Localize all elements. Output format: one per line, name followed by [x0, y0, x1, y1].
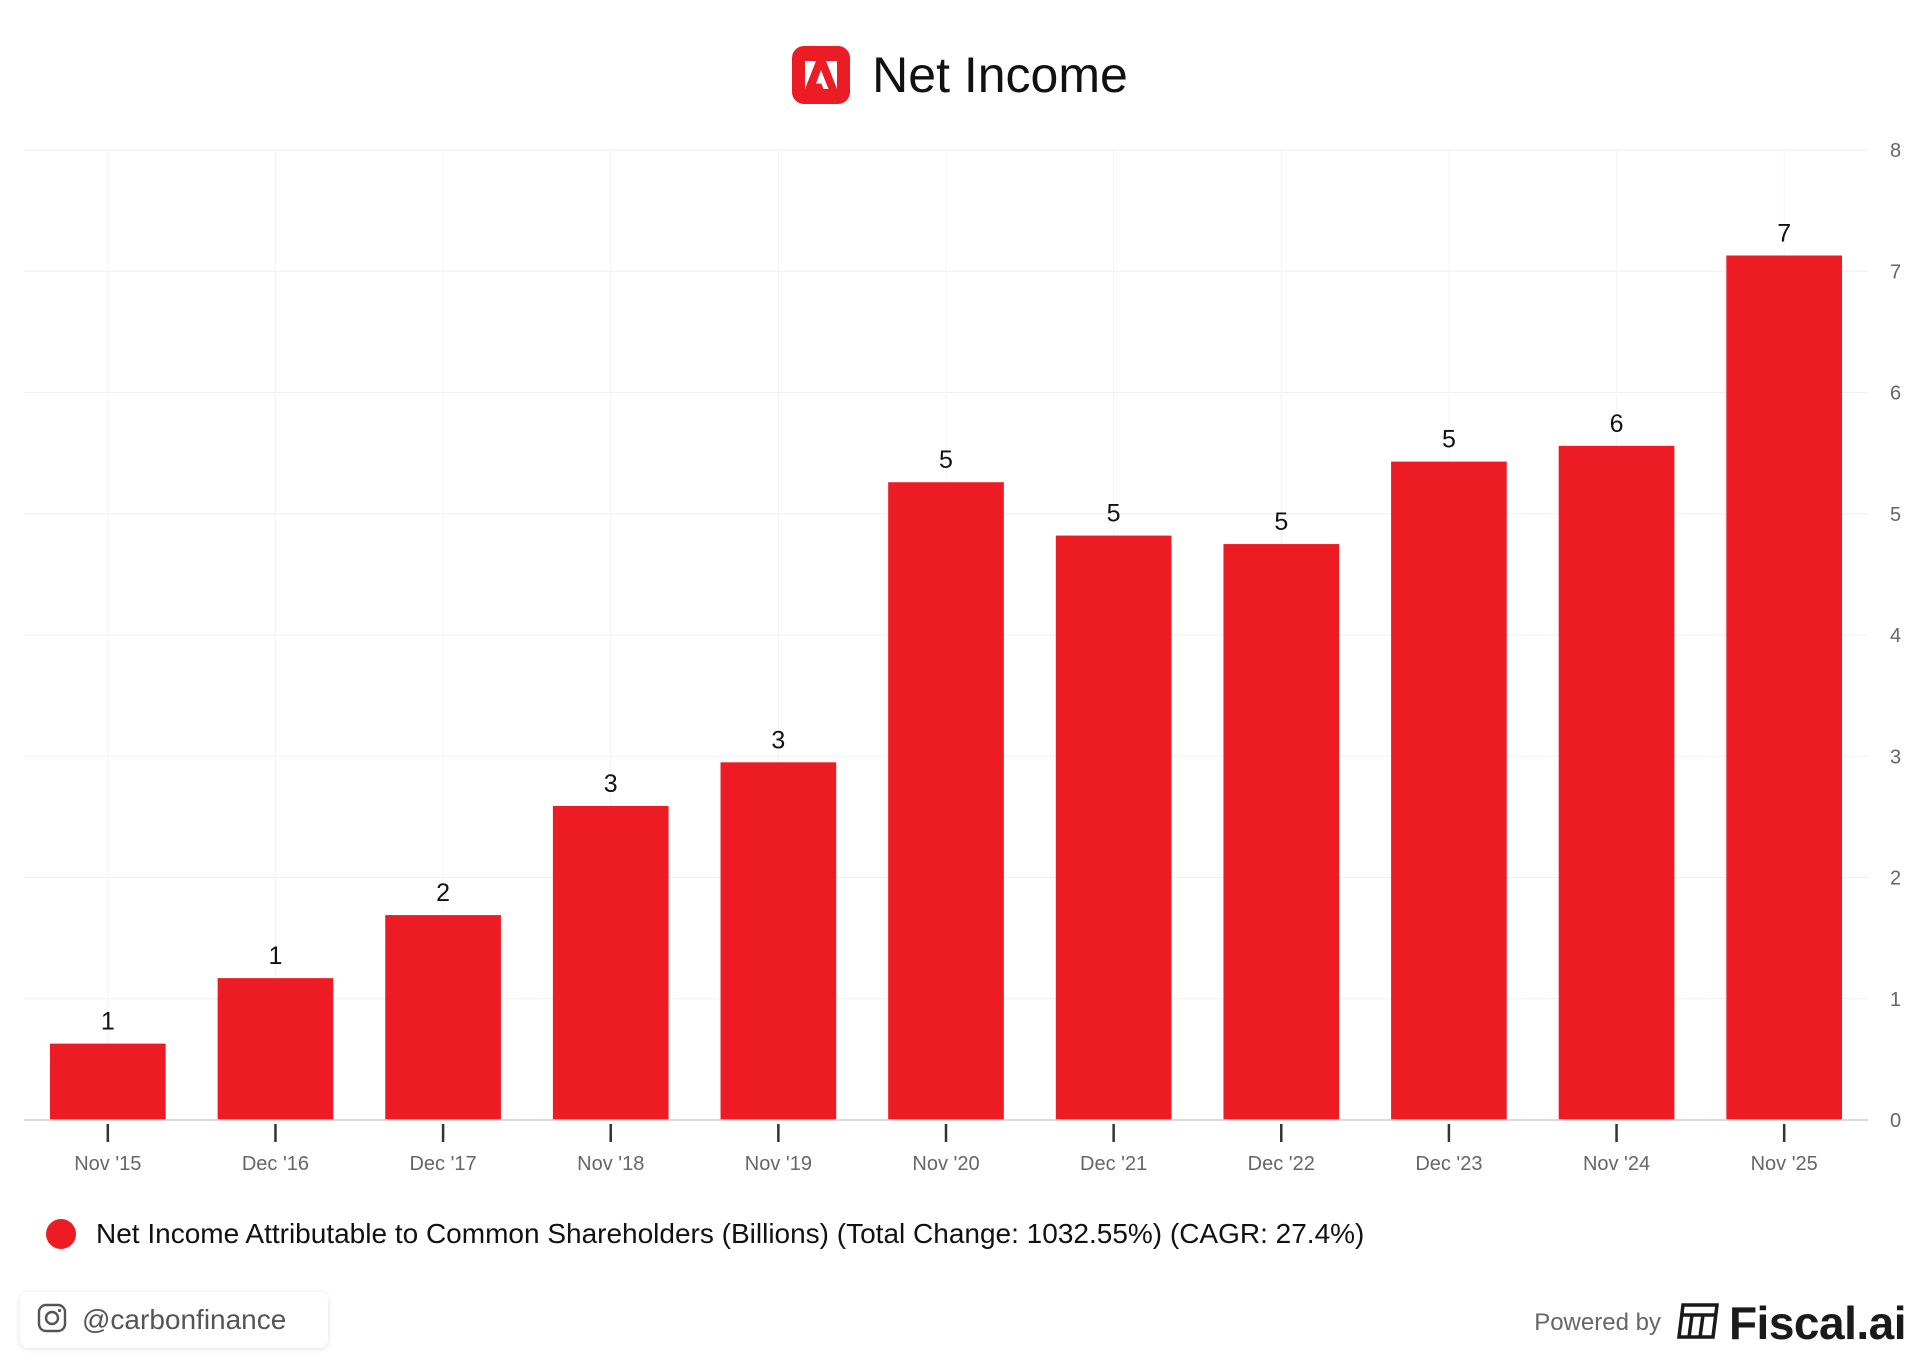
bar [1391, 461, 1507, 1120]
adobe-logo-icon [792, 46, 851, 104]
bar [720, 762, 837, 1120]
bar [385, 915, 501, 1120]
y-tick-label: 5 [1890, 504, 1901, 526]
data-label: 1 [101, 1008, 115, 1036]
data-label: 5 [1442, 426, 1456, 454]
x-tick-label: Dec '23 [1415, 1153, 1482, 1175]
bar [1558, 445, 1675, 1121]
data-label: 7 [1777, 219, 1791, 247]
y-tick-label: 3 [1890, 746, 1901, 768]
fiscal-ai-logo-icon [1675, 1301, 1721, 1346]
powered-by: Powered by Fiscal.ai [1534, 1296, 1906, 1350]
y-tick-label: 6 [1890, 383, 1901, 405]
x-tick-label: Nov '18 [577, 1153, 644, 1175]
x-tick-label: Nov '19 [745, 1153, 812, 1175]
data-label: 5 [1274, 508, 1288, 536]
legend-swatch [46, 1219, 76, 1249]
y-tick-label: 1 [1890, 989, 1901, 1011]
bar [1726, 255, 1843, 1121]
x-tick-label: Nov '20 [912, 1153, 979, 1175]
y-tick-label: 8 [1890, 140, 1901, 162]
legend-label: Net Income Attributable to Common Shareh… [96, 1218, 1365, 1249]
powered-by-label: Powered by [1534, 1309, 1661, 1336]
social-handle: @carbonfinance [82, 1304, 287, 1335]
x-tick-label: Nov '24 [1583, 1153, 1650, 1175]
social-handle-badge[interactable]: @carbonfinance [20, 1292, 328, 1348]
bar-chart: 0 1 2 3 4 5 6 7 8 1 Nov '15 1 Dec '16 2 Dec '17 3 Nov '1… [24, 140, 1901, 1175]
fiscal-ai-brand-name: Fiscal.ai [1728, 1297, 1907, 1349]
x-tick-label: Nov '25 [1751, 1153, 1818, 1175]
instagram-icon [36, 1302, 68, 1339]
bar [552, 805, 669, 1120]
data-label: 5 [1107, 500, 1121, 528]
x-tick-label: Dec '16 [242, 1153, 309, 1175]
bar [888, 482, 1004, 1121]
fiscal-ai-brand[interactable]: Fiscal.ai [1675, 1296, 1907, 1350]
bar [49, 1043, 166, 1120]
x-tick-label: Dec '22 [1248, 1153, 1315, 1175]
legend: Net Income Attributable to Common Shareh… [46, 1218, 1364, 1250]
data-label: 2 [436, 879, 450, 907]
bar [1055, 535, 1172, 1120]
x-tick-label: Dec '17 [409, 1153, 476, 1175]
y-tick-label: 4 [1890, 625, 1901, 647]
y-tick-label: 2 [1890, 868, 1901, 890]
bar [1223, 544, 1340, 1120]
x-tick-label: Dec '21 [1080, 1153, 1147, 1175]
y-tick-label: 7 [1890, 261, 1901, 283]
bar [217, 978, 334, 1120]
data-label: 1 [269, 942, 283, 970]
y-tick-label: 0 [1890, 1110, 1901, 1132]
data-label: 3 [771, 726, 785, 754]
data-label: 3 [604, 770, 618, 798]
data-label: 5 [939, 446, 953, 474]
chart-title: Net Income [872, 47, 1128, 103]
data-label: 6 [1610, 410, 1624, 438]
chart-header: Net Income [0, 40, 1920, 110]
x-tick-label: Nov '15 [74, 1153, 141, 1175]
